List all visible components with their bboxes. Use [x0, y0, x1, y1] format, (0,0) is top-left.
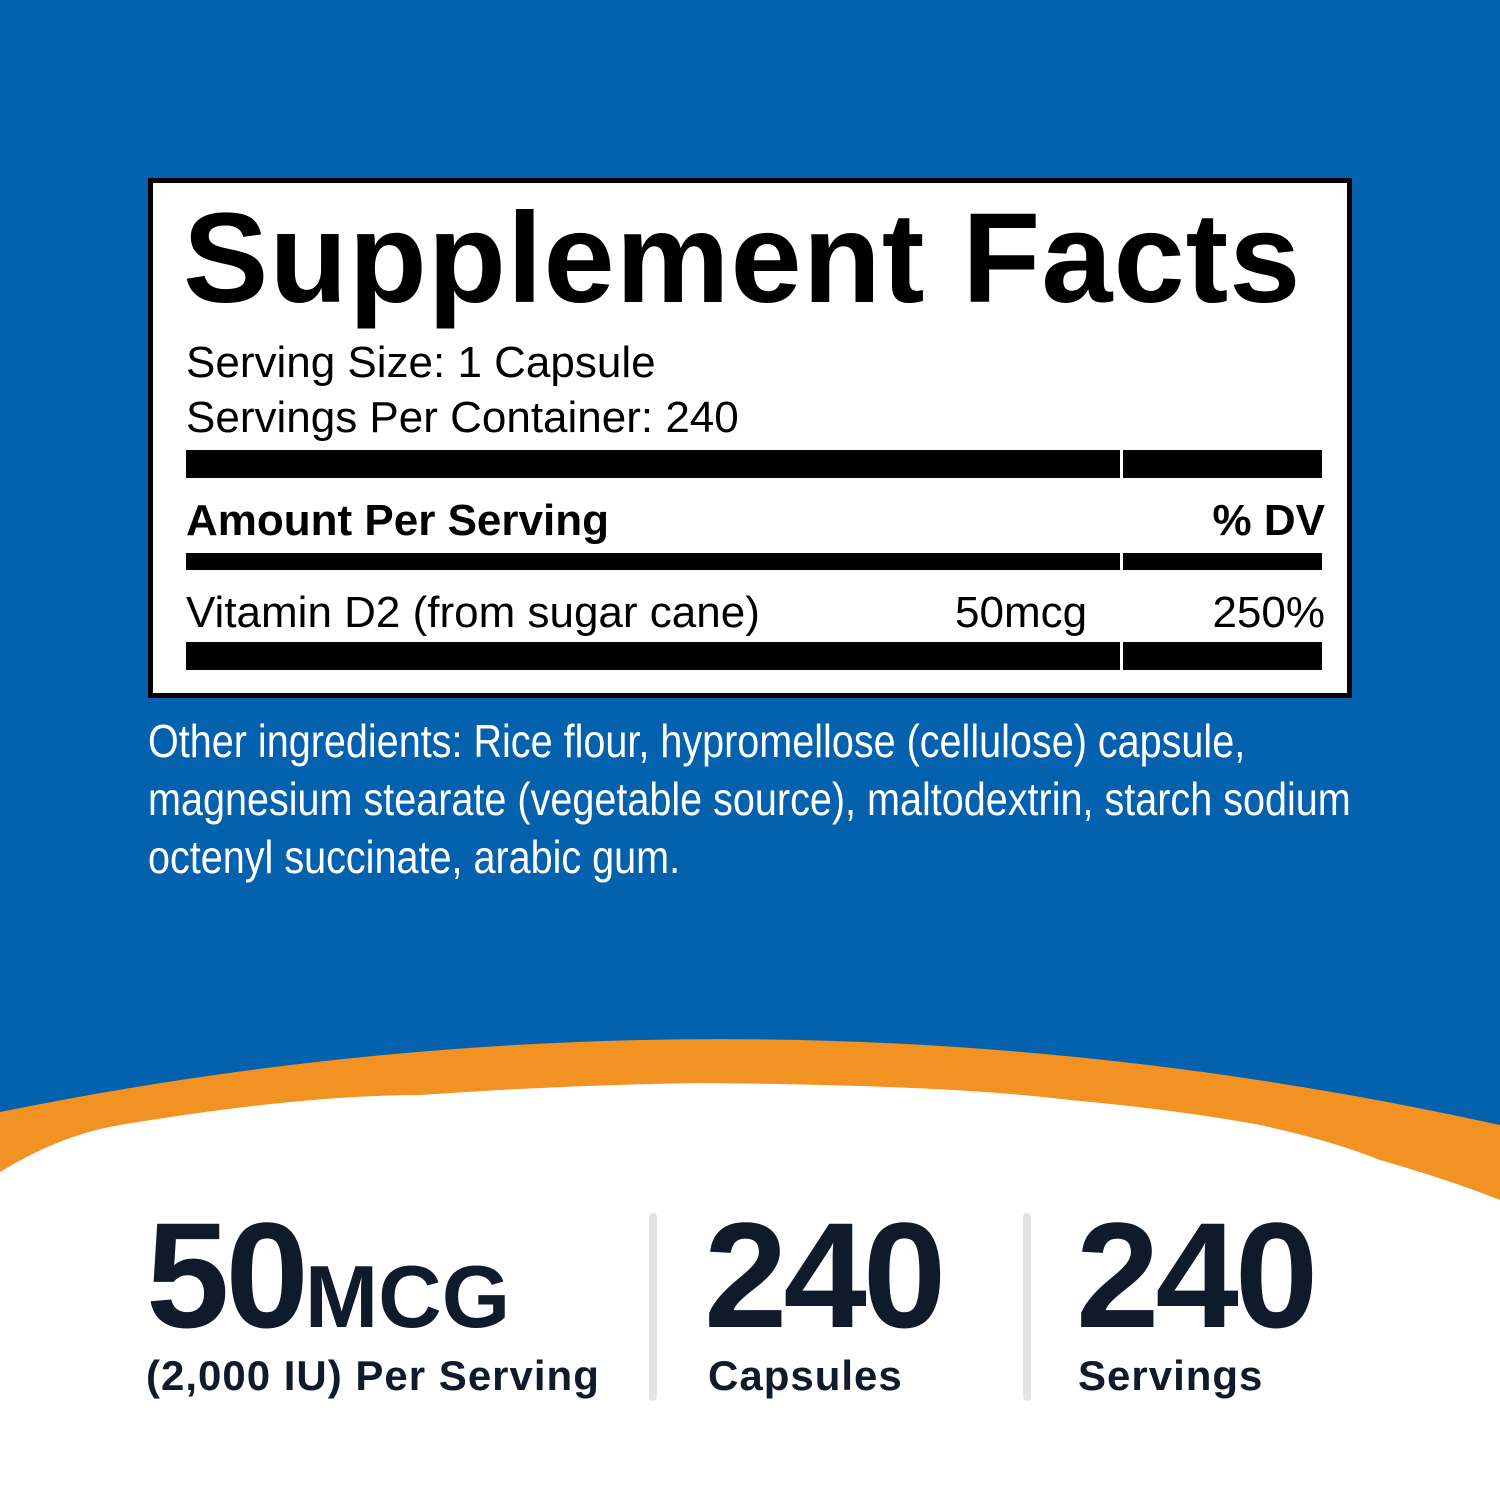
separator: [1023, 1213, 1031, 1401]
separator: [649, 1213, 657, 1401]
stat-dose-value: 50: [146, 1191, 309, 1359]
nutrient-dv: 250%: [1212, 588, 1325, 637]
divider-medium: [186, 553, 1322, 570]
dv-header: % DV: [1212, 496, 1325, 545]
stat-servings-value: 240: [1076, 1191, 1318, 1359]
other-ingredients: Other ingredients: Rice flour, hypromell…: [148, 715, 1351, 883]
serving-size: Serving Size: 1 Capsule: [186, 338, 656, 387]
white-area: [0, 1083, 1500, 1500]
stat-dose: 50MCG: [146, 1200, 510, 1350]
stat-dose-unit: MCG: [304, 1247, 511, 1346]
nutrient-name: Vitamin D2 (from sugar cane): [186, 588, 760, 637]
stat-capsules-value: 240: [704, 1191, 946, 1359]
servings-per-container: Servings Per Container: 240: [186, 393, 739, 442]
panel-title: Supplement Facts: [183, 187, 1302, 330]
nutrient-amount: 50mcg: [955, 588, 1088, 637]
stat-servings-caption: Servings: [1078, 1352, 1264, 1399]
amount-per-serving-header: Amount Per Serving: [186, 496, 609, 545]
divider-thick: [186, 450, 1322, 478]
divider-bottom: [186, 642, 1322, 670]
supplement-facts-panel: Supplement Facts Serving Size: 1 Capsule…: [148, 178, 1352, 698]
stat-capsules-caption: Capsules: [708, 1352, 903, 1399]
stat-dose-caption: (2,000 IU) Per Serving: [146, 1352, 600, 1399]
